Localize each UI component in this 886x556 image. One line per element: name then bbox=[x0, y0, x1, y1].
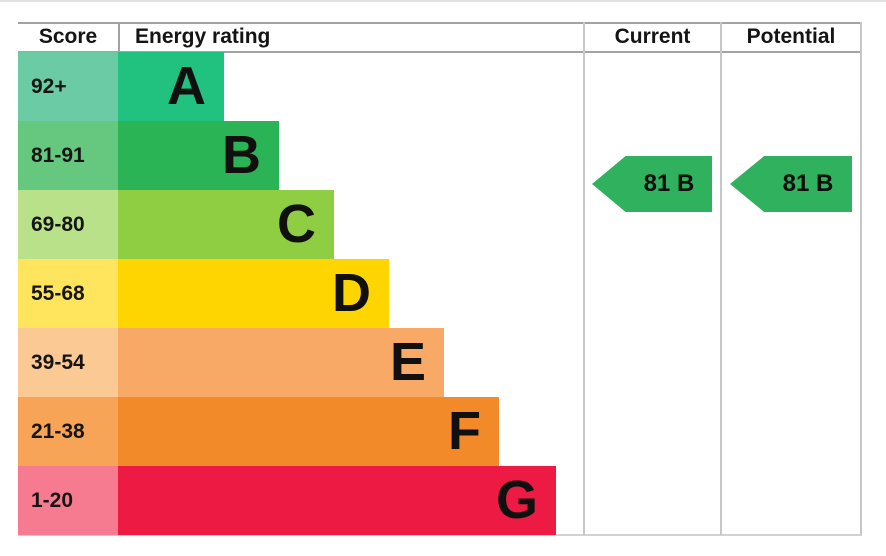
band-row-e: 39-54 E bbox=[18, 328, 862, 397]
band-letter-b: B bbox=[222, 125, 261, 185]
page-top-border bbox=[0, 0, 886, 2]
potential-rating-label: 81 B bbox=[782, 170, 834, 197]
band-letter-f: F bbox=[448, 401, 481, 461]
score-cell-e: 39-54 bbox=[18, 328, 118, 397]
header-underline bbox=[18, 51, 862, 53]
score-column-header: Score bbox=[38, 25, 98, 48]
score-header-divider bbox=[118, 22, 120, 52]
band-letter-d: D bbox=[332, 263, 371, 323]
band-letter-c: C bbox=[277, 194, 316, 254]
band-row-a: 92+ A bbox=[18, 52, 862, 121]
current-column-left-border bbox=[583, 22, 585, 535]
band-bar-e: E bbox=[118, 328, 444, 397]
score-cell-b: 81-91 bbox=[18, 121, 118, 190]
potential-column-header: Potential bbox=[746, 25, 836, 48]
table-top-line bbox=[18, 22, 862, 24]
score-cell-d: 55-68 bbox=[18, 259, 118, 328]
band-row-d: 55-68 D bbox=[18, 259, 862, 328]
score-cell-a: 92+ bbox=[18, 52, 118, 121]
band-row-g: 1-20 G bbox=[18, 466, 862, 535]
band-bar-f: F bbox=[118, 397, 499, 466]
band-row-c: 69-80 C bbox=[18, 190, 862, 259]
band-letter-a: A bbox=[167, 56, 206, 116]
band-bar-b: B bbox=[118, 121, 279, 190]
current-column-header: Current bbox=[614, 25, 691, 48]
band-letter-e: E bbox=[389, 332, 426, 392]
score-cell-c: 69-80 bbox=[18, 190, 118, 259]
band-bar-a: A bbox=[118, 52, 224, 121]
table-bottom-line bbox=[18, 534, 862, 536]
band-row-b: 81-91 B bbox=[18, 121, 862, 190]
band-bar-c: C bbox=[118, 190, 334, 259]
score-cell-f: 21-38 bbox=[18, 397, 118, 466]
current-rating-label: 81 B bbox=[643, 170, 695, 197]
energy-rating-column-header: Energy rating bbox=[135, 25, 271, 48]
potential-column-right-border bbox=[860, 22, 862, 535]
band-bar-g: G bbox=[118, 466, 556, 535]
score-cell-g: 1-20 bbox=[18, 466, 118, 535]
potential-column-left-border bbox=[720, 22, 722, 535]
band-letter-g: G bbox=[495, 470, 538, 530]
band-bar-d: D bbox=[118, 259, 389, 328]
band-row-f: 21-38 F bbox=[18, 397, 862, 466]
